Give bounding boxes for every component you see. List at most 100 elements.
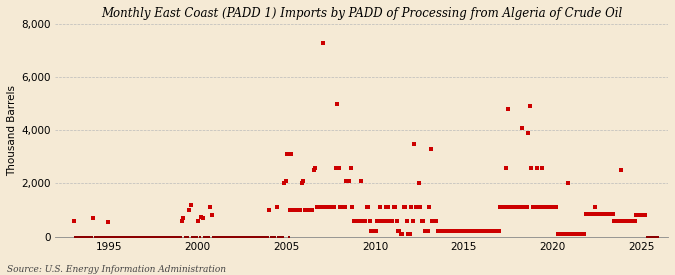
Point [213, 235, 224, 239]
Point [109, 235, 119, 239]
Point [269, 235, 279, 239]
Point [344, 179, 354, 183]
Point [148, 235, 159, 239]
Point [369, 229, 380, 233]
Point [504, 205, 514, 210]
Point [552, 232, 563, 236]
Point [124, 235, 134, 239]
Point [452, 229, 462, 233]
Point [111, 235, 122, 239]
Point [521, 205, 532, 210]
Point [415, 205, 426, 210]
Point [372, 219, 383, 223]
Point [317, 40, 328, 45]
Point [440, 229, 451, 233]
Point [209, 235, 220, 239]
Point [125, 235, 136, 239]
Point [622, 219, 632, 223]
Point [119, 235, 130, 239]
Point [205, 205, 215, 210]
Point [363, 205, 374, 210]
Point [626, 219, 637, 223]
Point [200, 235, 211, 239]
Point [103, 220, 113, 224]
Point [258, 235, 269, 239]
Point [466, 229, 477, 233]
Point [378, 219, 389, 223]
Point [639, 213, 649, 218]
Point [150, 235, 161, 239]
Point [628, 219, 639, 223]
Point [367, 229, 378, 233]
Point [640, 213, 651, 218]
Point [418, 219, 429, 223]
Point [80, 235, 91, 239]
Point [279, 181, 290, 186]
Point [288, 208, 298, 212]
Point [653, 235, 664, 239]
Point [281, 152, 292, 156]
Point [496, 205, 507, 210]
Point [518, 205, 529, 210]
Point [364, 219, 375, 223]
Point [408, 219, 418, 223]
Point [136, 235, 147, 239]
Point [356, 179, 367, 183]
Point [549, 205, 560, 210]
Point [598, 212, 609, 216]
Point [618, 219, 628, 223]
Point [98, 235, 109, 239]
Point [517, 125, 528, 130]
Point [613, 219, 624, 223]
Point [514, 205, 524, 210]
Point [138, 235, 149, 239]
Point [243, 235, 254, 239]
Point [609, 219, 620, 223]
Point [362, 205, 373, 210]
Point [348, 219, 359, 223]
Point [305, 208, 316, 212]
Point [472, 229, 483, 233]
Point [239, 235, 250, 239]
Point [313, 205, 323, 210]
Point [160, 235, 171, 239]
Point [492, 229, 503, 233]
Point [493, 229, 504, 233]
Point [97, 235, 107, 239]
Point [237, 235, 248, 239]
Point [250, 235, 261, 239]
Point [182, 235, 193, 239]
Point [389, 205, 400, 210]
Point [475, 229, 486, 233]
Point [100, 235, 111, 239]
Point [232, 235, 242, 239]
Point [388, 205, 399, 210]
Point [198, 235, 209, 239]
Point [643, 235, 653, 239]
Point [261, 235, 272, 239]
Point [271, 205, 282, 210]
Point [224, 235, 235, 239]
Point [131, 235, 142, 239]
Point [326, 205, 337, 210]
Point [180, 235, 190, 239]
Point [424, 205, 435, 210]
Point [254, 235, 265, 239]
Point [153, 235, 164, 239]
Point [558, 232, 569, 236]
Point [233, 235, 244, 239]
Point [129, 235, 140, 239]
Point [128, 235, 138, 239]
Point [647, 235, 658, 239]
Point [377, 219, 387, 223]
Point [612, 219, 622, 223]
Point [516, 205, 526, 210]
Point [624, 219, 634, 223]
Point [427, 219, 437, 223]
Point [321, 205, 332, 210]
Point [587, 212, 597, 216]
Point [512, 205, 523, 210]
Point [107, 235, 118, 239]
Point [84, 235, 95, 239]
Point [218, 235, 229, 239]
